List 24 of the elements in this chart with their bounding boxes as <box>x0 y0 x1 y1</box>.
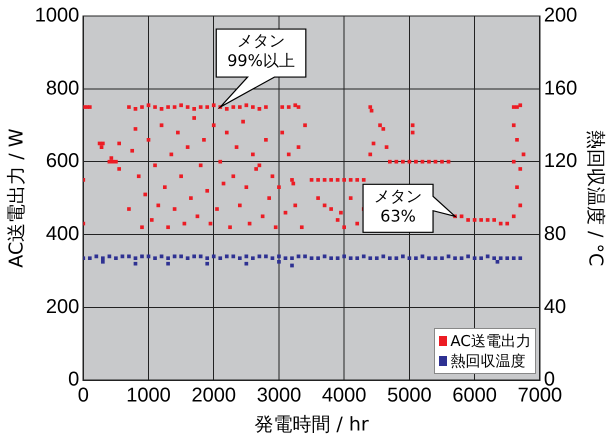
y2-tick-label: 80 <box>544 223 566 246</box>
y-tick-label: 400 <box>46 223 80 246</box>
y2-axis-title: 熱回収温度 / °C <box>584 130 607 266</box>
y-tick-label: 0 <box>68 368 80 391</box>
x-tick-label: 1000 <box>126 384 171 407</box>
x-tick-label: 2000 <box>191 384 236 407</box>
annotation: メタン 99%以上 <box>227 31 295 70</box>
y-axis-title: AC送電出力 / W <box>5 128 28 268</box>
y2-tick-label: 40 <box>544 296 566 318</box>
y-tick-label: 800 <box>46 77 80 100</box>
legend-label: AC送電出力 <box>450 331 531 352</box>
x-tick-label: 3000 <box>256 384 302 407</box>
y2-tick-label: 200 <box>544 4 578 27</box>
x-tick-label: 4000 <box>322 384 366 407</box>
annotation: メタン 63% <box>374 186 422 226</box>
legend-label: 熱回収温度 <box>450 351 526 372</box>
y2-tick-label: 120 <box>544 150 578 172</box>
y2-tick-label: 160 <box>544 77 578 100</box>
y-tick-label: 1000 <box>34 4 80 27</box>
x-tick-label: 5000 <box>387 384 432 407</box>
y-tick-label: 600 <box>46 150 80 172</box>
x-axis-title: 発電時間 / hr <box>254 414 369 436</box>
x-tick-label: 6000 <box>452 384 497 407</box>
y-tick-label: 200 <box>46 296 80 318</box>
